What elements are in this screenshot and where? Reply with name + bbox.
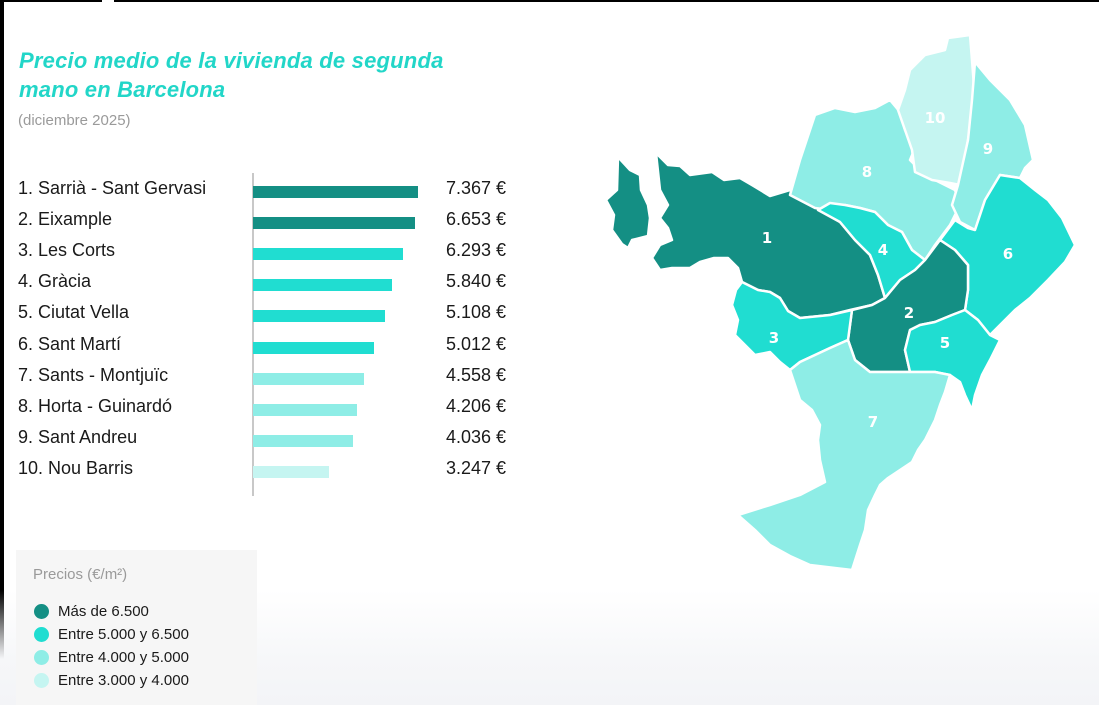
price-bar — [253, 372, 364, 385]
price-bar — [253, 186, 418, 198]
frame-top-notch — [102, 0, 114, 3]
district-2-label: 2 — [904, 304, 914, 322]
legend-panel: Precios (€/m²) Más de 6.500 Entre 5.000 y… — [16, 550, 257, 705]
legend-swatch-icon — [34, 672, 49, 688]
district-name: 10. Nou Barris — [18, 457, 134, 478]
legend-item: Entre 3.000 y 4.000 — [34, 669, 189, 691]
district-3-label: 3 — [769, 329, 779, 347]
ranking-row: 10. Nou Barris 3.247 € — [0, 458, 520, 489]
ranking-row: 9. Sant Andreu 4.036 € — [0, 427, 520, 458]
district-1-islet — [604, 155, 652, 250]
district-name: 7. Sants - Montjuïc — [18, 364, 169, 385]
district-9-label: 9 — [983, 140, 993, 158]
district-name: 8. Horta - Guinardó — [18, 395, 173, 416]
legend-swatch-icon — [34, 626, 49, 642]
ranking-row: 1. Sarrià - Sant Gervasi 7.367 € — [0, 178, 520, 209]
district-name: 6. Sant Martí — [18, 333, 122, 354]
district-8-label: 8 — [862, 163, 872, 181]
legend-label: Entre 5.000 y 6.500 — [58, 625, 189, 643]
legend-title: Precios (€/m²) — [33, 566, 128, 583]
legend-item: Más de 6.500 — [34, 600, 149, 622]
price-value: 5.012 € — [445, 333, 506, 354]
district-7-shape — [736, 338, 952, 572]
district-name: 3. Les Corts — [18, 240, 116, 261]
barcelona-district-map: 1 2 3 4 5 6 7 8 9 10 — [604, 33, 1077, 572]
price-value: 4.036 € — [445, 426, 506, 447]
district-10-label: 10 — [925, 109, 946, 127]
district-6-label: 6 — [1003, 245, 1013, 263]
legend-label: Entre 3.000 y 4.000 — [58, 671, 189, 689]
district-name: 9. Sant Andreu — [18, 426, 138, 447]
price-bar — [253, 279, 392, 292]
price-value: 4.558 € — [445, 364, 506, 385]
district-name: 1. Sarrià - Sant Gervasi — [18, 178, 207, 198]
ranking-row: 5. Ciutat Vella 5.108 € — [0, 302, 520, 333]
district-7-label: 7 — [868, 413, 878, 431]
price-value: 6.653 € — [445, 209, 506, 230]
price-bar — [253, 248, 403, 261]
frame-left-edge — [0, 0, 4, 705]
legend-item: Entre 4.000 y 5.000 — [34, 646, 189, 668]
price-value: 7.367 € — [445, 178, 506, 198]
chart-subtitle: (diciembre 2025) — [18, 112, 131, 129]
price-bar — [253, 217, 415, 230]
price-bar — [253, 403, 357, 416]
ranking-row: 7. Sants - Montjuïc 4.558 € — [0, 365, 520, 396]
district-1-label: 1 — [762, 229, 772, 247]
price-value: 6.293 € — [445, 240, 506, 261]
legend-swatch-icon — [34, 649, 49, 665]
bar-axis-line — [252, 173, 254, 496]
price-value: 3.247 € — [445, 457, 506, 478]
district-5-label: 5 — [940, 334, 950, 352]
legend-label: Más de 6.500 — [58, 602, 149, 620]
legend-label: Entre 4.000 y 5.000 — [58, 648, 189, 666]
district-name: 2. Eixample — [18, 209, 113, 230]
legend-swatch-icon — [34, 603, 49, 619]
price-bar — [253, 341, 374, 354]
price-value: 5.108 € — [445, 302, 506, 323]
district-name: 5. Ciutat Vella — [18, 302, 130, 323]
chart-title: Precio medio de la vivienda de segunda m… — [19, 48, 444, 102]
frame-top-edge — [0, 0, 1099, 2]
ranking-row: 3. Les Corts 6.293 € — [0, 240, 520, 271]
legend-item: Entre 5.000 y 6.500 — [34, 623, 189, 645]
price-bar — [253, 310, 385, 323]
district-4-label: 4 — [878, 241, 888, 259]
price-value: 5.840 € — [445, 271, 506, 292]
ranking-row: 8. Horta - Guinardó 4.206 € — [0, 396, 520, 427]
district-name: 4. Gràcia — [18, 271, 92, 292]
price-bar — [253, 434, 353, 447]
price-value: 4.206 € — [445, 395, 506, 416]
ranking-row: 2. Eixample 6.653 € — [0, 209, 520, 240]
price-bar — [253, 465, 329, 478]
ranking-row: 4. Gràcia 5.840 € — [0, 271, 520, 302]
ranking-row: 6. Sant Martí 5.012 € — [0, 334, 520, 365]
